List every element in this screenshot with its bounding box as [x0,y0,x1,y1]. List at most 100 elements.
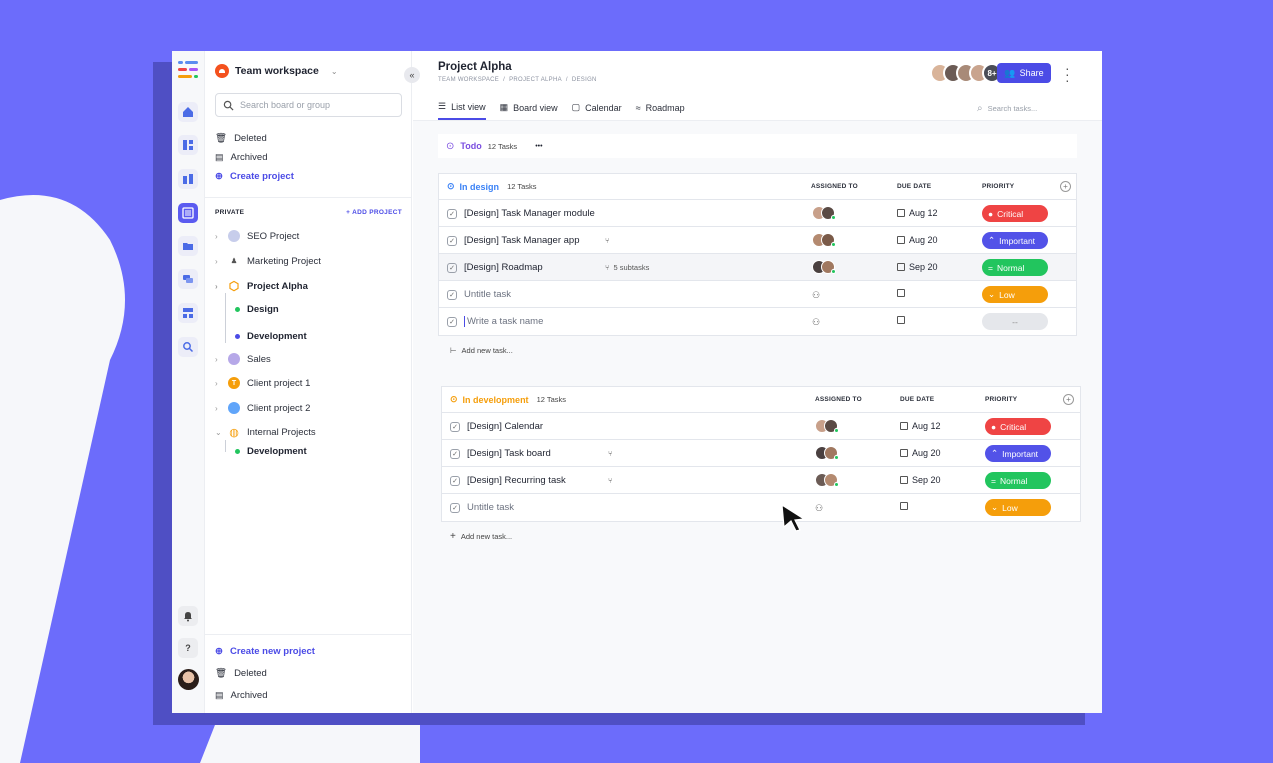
due-date[interactable]: Aug 12 [900,421,941,431]
add-assignee-icon[interactable]: ⚇ [812,290,821,300]
task-name[interactable]: [Design] Recurring task [467,475,566,486]
folder-icon[interactable] [178,236,198,256]
sidebar-item-client-project-2[interactable]: › Client project 2 [215,402,310,414]
priority-badge-empty[interactable]: -- [982,313,1048,330]
breadcrumb-item[interactable]: TEAM WORKSPACE [438,77,500,83]
group-title[interactable]: ⊙ In design 12 Tasks [439,181,537,192]
archived-link-bottom[interactable]: ▤ Archived [215,690,267,701]
priority-badge-critical[interactable]: ● Critical [985,418,1051,435]
task-name[interactable]: Untitle task [467,502,514,513]
due-date[interactable]: Sep 20 [900,475,941,485]
sidebar-item-sales[interactable]: › Sales [215,353,271,365]
create-project-link[interactable]: ⊕ Create project [215,171,294,182]
sidebar-item-marketing-project[interactable]: › ♟ Marketing Project [215,255,321,267]
status-bar-todo[interactable]: ⊙ Todo 12 Tasks ••• [438,134,1077,158]
sidebar-item-internal-projects[interactable]: ⌄ ◍ Internal Projects [215,426,316,439]
table-row[interactable]: ✓ [Design] Task Manager app ⑂ Aug 20 ⌃ Im… [439,227,1076,254]
priority-badge-normal[interactable]: = Normal [982,259,1048,276]
table-row[interactable]: ✓ [Design] Task Manager module Aug 12 ● C… [439,200,1076,227]
add-new-task-button[interactable]: ⊢ Add new task... [450,346,513,355]
table-row[interactable]: ✓ Untitle task ⚇ ⌄ Low [439,281,1076,308]
checkbox[interactable]: ✓ [450,449,460,459]
tab-list-view[interactable]: ☰ List view [438,101,486,120]
assignees[interactable] [815,473,839,487]
subtasks-link[interactable]: ⑂ 5 subtasks [605,263,649,272]
task-name[interactable]: [Design] Calendar [467,421,544,432]
assignees[interactable] [812,260,836,274]
task-name[interactable]: [Design] Roadmap [464,262,543,273]
priority-badge-low[interactable]: ⌄ Low [985,499,1051,516]
member-avatars[interactable]: 8+ [930,63,1002,83]
more-icon[interactable]: ••• [535,142,543,150]
task-search-input[interactable]: ⌕ Search tasks... [977,103,1037,114]
due-date[interactable]: Aug 20 [900,448,941,458]
task-name-input[interactable]: Write a task name [464,316,543,327]
share-button[interactable]: 👥 Share [997,63,1051,83]
table-row[interactable]: ✓ [Design] Calendar Aug 12 ● Critical [442,413,1080,440]
task-name[interactable]: [Design] Task Manager module [464,208,595,219]
deleted-link-bottom[interactable]: 🗑 Deleted [215,668,267,679]
dashboard-icon[interactable] [178,135,198,155]
collapse-sidebar-button[interactable]: « [404,67,420,83]
archived-link[interactable]: ▤ Archived [215,152,267,163]
assignees[interactable] [815,419,839,433]
task-name[interactable]: Untitle task [464,289,511,300]
table-row[interactable]: ✓ [Design] Recurring task ⑂ Sep 20 = Norm… [442,467,1080,494]
add-column-icon[interactable]: + [1063,394,1074,405]
subtask-icon[interactable]: ⑂ [608,476,613,485]
board-icon[interactable] [178,169,198,189]
assignees[interactable] [812,233,836,247]
due-date[interactable]: Aug 20 [897,235,938,245]
sidebar-item-project-alpha[interactable]: › ⬡ Project Alpha [215,279,308,293]
table-row-new[interactable]: ✓ Write a task name ⚇ -- [439,308,1076,335]
subtask-icon[interactable]: ⑂ [608,449,613,458]
breadcrumb-item[interactable]: PROJECT ALPHA [509,77,562,83]
tab-calendar[interactable]: ▢ Calendar [572,101,622,120]
list-icon[interactable] [178,203,198,223]
task-name[interactable]: [Design] Task Manager app [464,235,580,246]
add-project-button[interactable]: + ADD PROJECT [346,209,402,216]
add-assignee-icon[interactable]: ⚇ [812,317,821,327]
add-column-icon[interactable]: + [1060,181,1071,192]
create-new-project-link[interactable]: ⊕ Create new project [215,646,315,657]
checkbox[interactable]: ✓ [447,317,457,327]
workspace-switcher[interactable]: Team workspace ⌄ [215,64,338,78]
due-date[interactable] [897,289,905,297]
add-assignee-icon[interactable]: ⚇ [815,503,824,513]
checkbox[interactable]: ✓ [450,476,460,486]
sidebar-item-internal-development[interactable]: Development [235,446,307,457]
layout-icon[interactable] [178,303,198,323]
checkbox[interactable]: ✓ [450,503,460,513]
more-options-icon[interactable]: · · · [1065,60,1070,88]
priority-badge-important[interactable]: ⌃ Important [985,445,1051,462]
priority-badge-critical[interactable]: ● Critical [982,205,1048,222]
checkbox[interactable]: ✓ [447,209,457,219]
sidebar-item-seo-project[interactable]: › SEO Project [215,230,299,242]
assignees[interactable] [815,446,839,460]
priority-badge-low[interactable]: ⌄ Low [982,286,1048,303]
board-search-input[interactable]: Search board or group [215,93,402,117]
due-date[interactable] [897,316,905,324]
chat-icon[interactable] [178,269,198,289]
priority-badge-important[interactable]: ⌃ Important [982,232,1048,249]
priority-badge-normal[interactable]: = Normal [985,472,1051,489]
checkbox[interactable]: ✓ [447,290,457,300]
group-title[interactable]: ⊙ In development 12 Tasks [442,394,566,405]
table-row[interactable]: ✓ Untitle task ⚇ ⌄ Low [442,494,1080,521]
assignees[interactable] [812,206,836,220]
breadcrumb-item[interactable]: DESIGN [571,77,597,83]
due-date[interactable]: Aug 12 [897,208,938,218]
bell-icon[interactable] [178,606,198,626]
subtask-icon[interactable]: ⑂ [605,236,610,245]
checkbox[interactable]: ✓ [447,236,457,246]
tab-board-view[interactable]: ▦ Board view [500,101,558,120]
search-icon[interactable] [178,337,198,357]
home-icon[interactable] [178,102,198,122]
user-avatar[interactable] [178,669,199,690]
due-date[interactable] [900,502,908,510]
task-name[interactable]: [Design] Task board [467,448,551,459]
deleted-link[interactable]: 🗑 Deleted [215,133,267,144]
tab-roadmap[interactable]: ≈ Roadmap [636,101,685,120]
table-row[interactable]: ✓ [Design] Roadmap ⑂ 5 subtasks Sep 20 = N… [439,254,1076,281]
sidebar-item-design[interactable]: Design [235,304,279,315]
